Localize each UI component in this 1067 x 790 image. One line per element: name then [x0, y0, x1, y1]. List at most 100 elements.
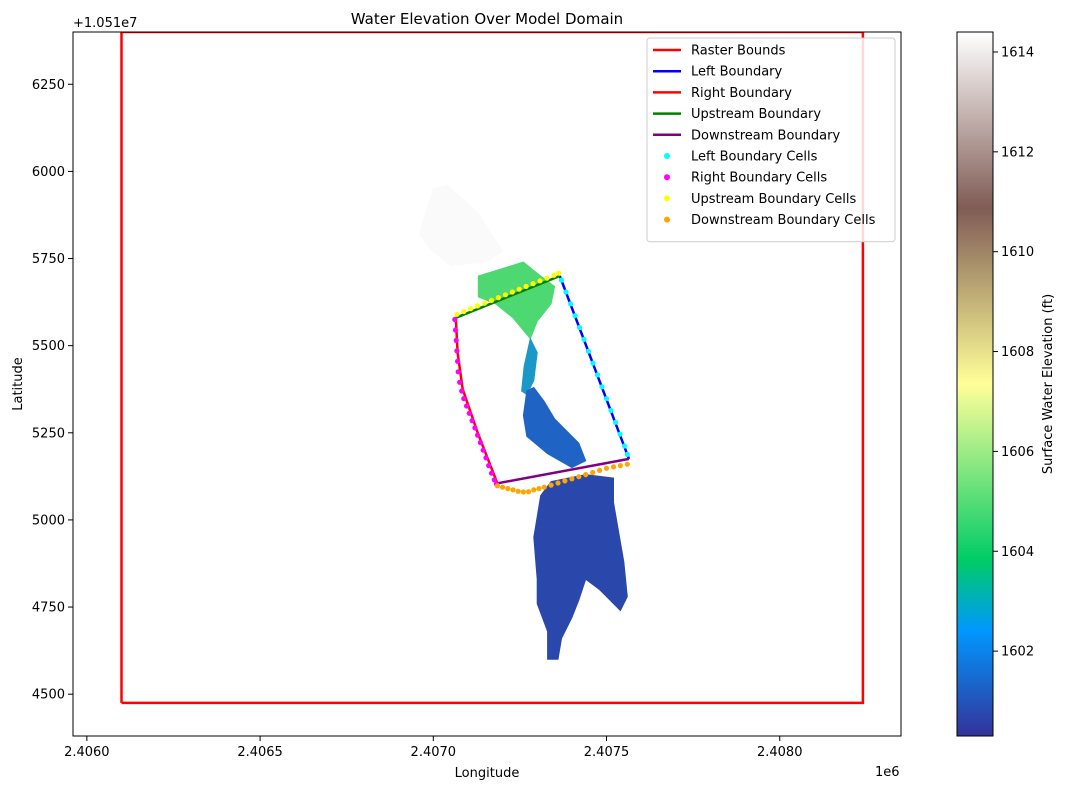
point-downstream-boundary-cells: [494, 483, 500, 489]
colorbar: [956, 31, 994, 737]
point-downstream-boundary-cells: [562, 478, 568, 484]
point-downstream-boundary-cells: [536, 486, 542, 492]
point-downstream-boundary-cells: [583, 472, 589, 478]
point-upstream-boundary-cells: [495, 295, 501, 301]
legend-handle-upstream-boundary-cells: [664, 195, 670, 202]
point-left-boundary-cells: [585, 348, 592, 354]
point-right-boundary-cells: [469, 418, 475, 424]
y-offset-label: +1.051e7: [73, 16, 137, 31]
point-left-boundary-cells: [567, 301, 574, 307]
legend-label-left-boundary-cells: Left Boundary Cells: [691, 150, 818, 165]
point-upstream-boundary-cells: [475, 303, 481, 309]
point-downstream-boundary-cells: [597, 467, 603, 473]
y-axis-label: Latitude: [11, 357, 26, 411]
y-tick-label: 6250: [32, 78, 65, 93]
raster-region-mid-channel: [522, 386, 587, 469]
point-upstream-boundary-cells: [454, 311, 460, 317]
raster-region-upper-dry: [418, 184, 504, 267]
y-tick-label: 4500: [32, 688, 65, 703]
y-tick-label: 6000: [32, 165, 65, 180]
point-right-boundary-cells: [480, 447, 486, 453]
y-tick-label: 5000: [32, 513, 65, 528]
point-left-boundary-cells: [624, 451, 630, 457]
x-tick-label: 2.4075: [584, 745, 630, 760]
point-left-boundary-cells: [621, 443, 628, 449]
colorbar-tick-label: 1610: [1001, 245, 1034, 260]
point-downstream-boundary-cells: [531, 487, 537, 493]
point-left-boundary-cells: [594, 372, 601, 378]
point-left-boundary-cells: [576, 324, 583, 331]
legend: Raster Bounds Left Boundary Right Boundary…: [646, 37, 896, 243]
point-left-boundary-cells: [558, 277, 565, 283]
point-left-boundary-cells: [608, 407, 614, 414]
colorbar-ticks: 1602 1604 1606 1608 1610 1612 1614: [993, 45, 1034, 660]
point-left-boundary-cells: [581, 336, 587, 342]
raster-region-lower-reach: [533, 474, 628, 660]
legend-label-downstream-boundary-cells: Downstream Boundary Cells: [691, 213, 876, 228]
point-upstream-boundary-cells: [523, 283, 529, 289]
point-left-boundary-cells: [612, 419, 619, 425]
point-downstream-boundary-cells: [500, 484, 506, 490]
x-axis: 2.4060 2.4065 2.4070 2.4075 2.4080: [64, 736, 802, 760]
point-right-boundary-cells: [486, 463, 492, 469]
legend-label-right-boundary-cells: Right Boundary Cells: [691, 171, 827, 186]
point-downstream-boundary-cells: [576, 474, 582, 480]
legend-label-upstream-boundary: Upstream Boundary: [691, 107, 821, 122]
x-axis-label: Longitude: [455, 766, 520, 781]
point-left-boundary-cells: [617, 431, 623, 437]
point-upstream-boundary-cells: [556, 270, 562, 276]
point-right-boundary-cells: [452, 327, 459, 333]
point-upstream-boundary-cells: [544, 275, 550, 281]
point-right-boundary-cells: [459, 388, 465, 394]
point-right-boundary-cells: [454, 348, 460, 354]
point-upstream-boundary-cells: [488, 297, 495, 303]
point-right-boundary-cells: [453, 337, 459, 343]
point-right-boundary-cells: [475, 432, 481, 438]
plot-frame: [72, 31, 902, 737]
legend-label-raster-bounds: Raster Bounds: [691, 44, 786, 59]
point-right-boundary-cells: [483, 455, 489, 461]
point-right-boundary-cells: [452, 316, 458, 323]
point-upstream-boundary-cells: [461, 308, 467, 315]
legend-label-left-boundary: Left Boundary: [691, 65, 783, 80]
point-right-boundary-cells: [461, 396, 467, 402]
legend-label-upstream-boundary-cells: Upstream Boundary Cells: [691, 192, 856, 207]
point-downstream-boundary-cells: [505, 486, 511, 492]
colorbar-tick-label: 1608: [1001, 345, 1034, 360]
x-tick-label: 2.4065: [237, 745, 283, 760]
legend-handle-downstream-boundary-cells: [664, 216, 670, 223]
colorbar-tick-label: 1604: [1001, 545, 1034, 560]
point-upstream-boundary-cells: [502, 292, 508, 298]
colorbar-tick-label: 1606: [1001, 445, 1034, 460]
point-left-boundary-cells: [590, 360, 596, 366]
point-upstream-boundary-cells: [468, 306, 474, 312]
colorbar-tick-label: 1612: [1001, 145, 1034, 160]
series-line-upstream-boundary: [455, 274, 561, 319]
point-downstream-boundary-cells: [548, 482, 554, 488]
series-line-downstream-boundary: [497, 457, 630, 485]
series-line-left-boundary: [558, 275, 631, 460]
point-right-boundary-cells: [457, 379, 463, 385]
point-downstream-boundary-cells: [590, 469, 596, 476]
chart-title: Water Elevation Over Model Domain: [351, 10, 623, 28]
x-tick-label: 2.4070: [411, 745, 457, 760]
point-left-boundary-cells: [603, 396, 610, 402]
water-raster: [418, 184, 628, 660]
point-downstream-boundary-cells: [617, 463, 624, 469]
y-tick-label: 5500: [32, 339, 65, 354]
point-right-boundary-cells: [455, 358, 461, 364]
point-left-boundary-cells: [563, 289, 569, 295]
point-upstream-boundary-cells: [482, 300, 488, 306]
point-right-boundary-cells: [464, 403, 470, 409]
colorbar-tick-label: 1602: [1001, 645, 1034, 660]
x-offset-label: 1e6: [875, 765, 900, 780]
point-downstream-boundary-cells: [541, 484, 547, 490]
legend-label-right-boundary: Right Boundary: [691, 86, 792, 101]
point-right-boundary-cells: [472, 425, 478, 431]
y-tick-label: 4750: [32, 601, 65, 616]
point-downstream-boundary-cells: [610, 464, 617, 470]
y-tick-label: 5250: [32, 426, 65, 441]
boundary-cells: [452, 270, 630, 495]
point-right-boundary-cells: [488, 470, 495, 476]
